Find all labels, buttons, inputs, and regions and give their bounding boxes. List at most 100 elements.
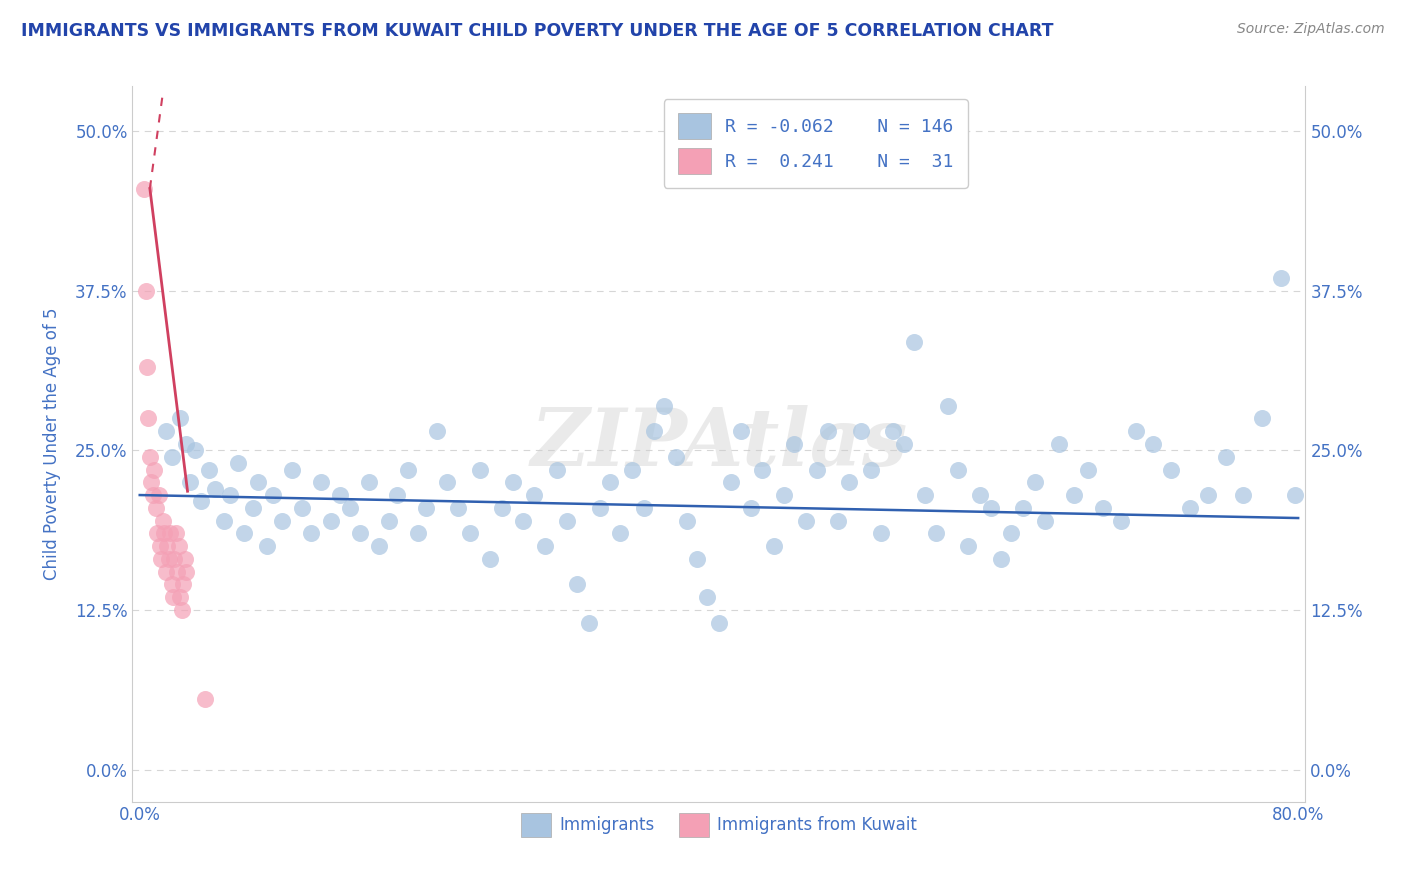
Point [762,539,785,553]
Point [980,500,1002,515]
Point [174,565,197,579]
Y-axis label: Child Poverty Under the Age of 5: Child Poverty Under the Age of 5 [44,308,60,580]
Text: Source: ZipAtlas.com: Source: ZipAtlas.com [1237,22,1385,37]
Point [969,488,991,502]
Point [149,539,172,553]
Point [155,424,177,438]
Point [172,577,194,591]
Point [555,514,578,528]
Point [1111,514,1133,528]
Point [179,475,201,490]
Point [247,475,270,490]
Point [599,475,621,490]
Point [194,692,217,706]
Point [838,475,860,490]
Point [925,526,948,541]
Point [1091,500,1114,515]
Point [609,526,631,541]
Point [1178,500,1201,515]
Point [956,539,979,553]
Point [218,488,240,502]
Point [160,577,183,591]
Point [1063,488,1085,502]
Point [1160,462,1182,476]
Point [406,526,429,541]
Point [1012,500,1035,515]
Point [479,552,502,566]
Point [142,488,165,502]
Point [339,500,361,515]
Text: ZIPAtlas: ZIPAtlas [530,405,908,483]
Point [226,456,249,470]
Point [827,514,849,528]
Point [136,360,159,375]
Point [378,514,401,528]
Point [882,424,904,438]
Point [166,565,188,579]
Point [664,450,686,464]
Point [174,437,197,451]
Point [817,424,839,438]
Point [319,514,342,528]
Point [160,450,183,464]
Point [1251,411,1274,425]
Point [139,450,162,464]
Point [349,526,371,541]
Point [159,526,181,541]
Point [198,462,221,476]
Point [740,500,762,515]
Point [155,565,177,579]
Point [299,526,322,541]
Point [309,475,332,490]
Point [190,494,212,508]
Point [849,424,872,438]
Point [415,500,437,515]
Point [914,488,936,502]
Point [153,526,176,541]
Point [794,514,817,528]
Point [156,539,179,553]
Point [1232,488,1254,502]
Point [751,462,773,476]
Point [357,475,380,490]
Point [534,539,557,553]
Point [436,475,458,490]
Point [1142,437,1164,451]
Point [1077,462,1099,476]
Point [143,462,166,476]
Text: IMMIGRANTS VS IMMIGRANTS FROM KUWAIT CHILD POVERTY UNDER THE AGE OF 5 CORRELATIO: IMMIGRANTS VS IMMIGRANTS FROM KUWAIT CHI… [21,22,1053,40]
Point [707,615,730,630]
Point [157,552,180,566]
Point [621,462,644,476]
Point [165,526,187,541]
Point [173,552,195,566]
Point [859,462,882,476]
Point [233,526,256,541]
Point [1125,424,1147,438]
Point [578,615,600,630]
Point [163,552,186,566]
Point [212,514,235,528]
Point [262,488,284,502]
Point [447,500,470,515]
Point [773,488,796,502]
Point [1024,475,1046,490]
Point [146,526,169,541]
Point [281,462,304,476]
Point [652,399,675,413]
Point [491,500,513,515]
Point [367,539,389,553]
Point [730,424,752,438]
Point [426,424,449,438]
Point [169,411,191,425]
Point [458,526,481,541]
Point [870,526,893,541]
Point [170,603,193,617]
Point [242,500,264,515]
Point [145,500,167,515]
Point [132,181,155,195]
Point [512,514,534,528]
Point [138,411,160,425]
Point [806,462,828,476]
Point [162,591,184,605]
